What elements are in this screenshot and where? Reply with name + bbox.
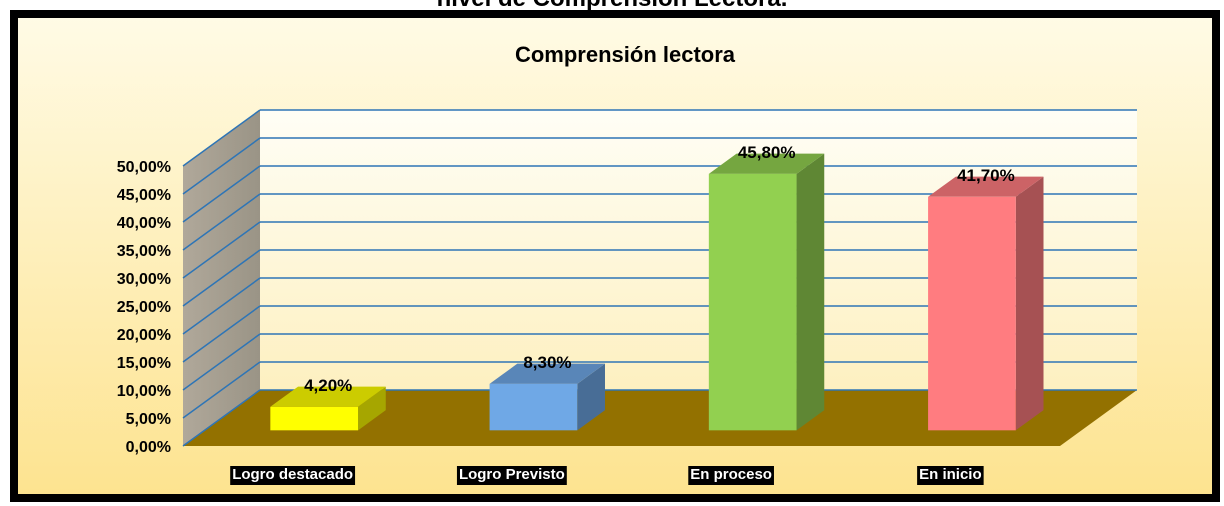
y-tick-label: 30,00% (117, 271, 171, 288)
y-tick-label: 20,00% (117, 327, 171, 344)
bar (489, 383, 578, 431)
grid-line (182, 389, 261, 447)
y-tick-label: 35,00% (117, 243, 171, 260)
value-label: 45,80% (738, 143, 796, 162)
y-tick-label: 0,00% (126, 439, 171, 456)
y-tick-label: 40,00% (117, 215, 171, 232)
x-tick-label: Logro Previsto (459, 466, 565, 483)
grid-line (182, 109, 261, 167)
value-label: 4,20% (304, 376, 352, 395)
bar (270, 406, 359, 431)
bar-side (358, 386, 386, 431)
bar-top (928, 176, 1044, 197)
x-label-bg (917, 466, 984, 485)
value-label: 8,30% (523, 353, 571, 372)
caption: nivel de Comprensión Lectora. (437, 0, 788, 12)
grid-line (182, 221, 261, 279)
y-tick-label: 10,00% (117, 383, 171, 400)
x-label-bg (230, 466, 356, 485)
chart-title: Comprensión lectora (515, 42, 736, 67)
y-tick-label: 5,00% (126, 411, 171, 428)
x-tick-label: En inicio (919, 466, 982, 483)
y-tick-label: 15,00% (117, 355, 171, 372)
y-tick-label: 45,00% (117, 187, 171, 204)
x-tick-label: En proceso (690, 466, 772, 483)
x-tick-label: Logro destacado (232, 466, 353, 483)
grid-line (182, 249, 261, 307)
bar (928, 196, 1016, 431)
grid-line (182, 361, 261, 419)
y-tick-label: 25,00% (117, 299, 171, 316)
bar (708, 173, 797, 431)
bar-top (270, 386, 386, 407)
y-tick-label: 50,00% (117, 159, 171, 176)
bar-top (708, 153, 825, 174)
floor (183, 390, 1137, 446)
x-label-bg (456, 466, 567, 485)
value-label: 41,70% (957, 166, 1015, 185)
bar-side (577, 363, 606, 431)
grid-line (182, 165, 261, 223)
bar-side (796, 153, 825, 431)
bar-top (489, 363, 606, 384)
grid-line (182, 333, 261, 391)
grid-line (182, 305, 261, 363)
bar-side (1015, 176, 1044, 431)
grid-line (182, 137, 261, 195)
x-label-bg (688, 466, 774, 485)
grid-line (182, 277, 261, 335)
grid-line (182, 193, 261, 251)
